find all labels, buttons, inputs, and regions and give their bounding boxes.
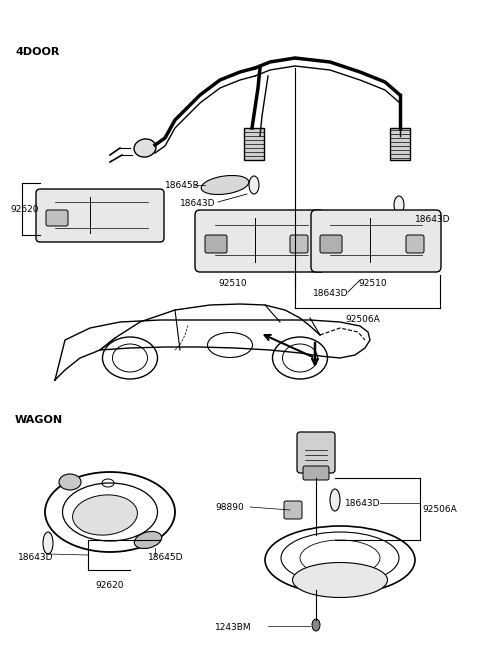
FancyBboxPatch shape xyxy=(297,432,335,473)
Text: 92506A: 92506A xyxy=(422,505,457,514)
Ellipse shape xyxy=(394,196,404,214)
Text: 18645D: 18645D xyxy=(148,553,183,562)
Ellipse shape xyxy=(201,175,249,194)
Ellipse shape xyxy=(72,495,137,535)
Text: 18643D: 18643D xyxy=(415,215,451,225)
Ellipse shape xyxy=(59,474,81,490)
Ellipse shape xyxy=(134,532,162,549)
Ellipse shape xyxy=(43,532,53,554)
Text: 4DOOR: 4DOOR xyxy=(15,47,60,57)
Text: WAGON: WAGON xyxy=(15,415,63,425)
Text: 98890: 98890 xyxy=(215,503,244,512)
Ellipse shape xyxy=(292,562,387,597)
Ellipse shape xyxy=(312,619,320,631)
FancyBboxPatch shape xyxy=(284,501,302,519)
Bar xyxy=(390,128,410,160)
Text: 18643D: 18643D xyxy=(18,553,53,562)
FancyBboxPatch shape xyxy=(205,235,227,253)
FancyBboxPatch shape xyxy=(311,210,441,272)
Text: 92506A: 92506A xyxy=(345,315,380,325)
FancyBboxPatch shape xyxy=(303,466,329,480)
FancyBboxPatch shape xyxy=(46,210,68,226)
Text: 92510: 92510 xyxy=(218,279,247,288)
FancyBboxPatch shape xyxy=(195,210,325,272)
FancyBboxPatch shape xyxy=(320,235,342,253)
Ellipse shape xyxy=(249,176,259,194)
Ellipse shape xyxy=(330,489,340,511)
Text: 92620: 92620 xyxy=(96,581,124,589)
Text: 18645B: 18645B xyxy=(165,181,200,189)
Ellipse shape xyxy=(134,139,156,157)
Text: 18643D: 18643D xyxy=(180,198,216,208)
Bar xyxy=(244,128,264,160)
Text: 92510: 92510 xyxy=(358,279,386,288)
Text: 18643D: 18643D xyxy=(345,499,381,507)
Text: 1243BM: 1243BM xyxy=(215,623,252,633)
Text: 18643D: 18643D xyxy=(313,288,348,298)
FancyBboxPatch shape xyxy=(406,235,424,253)
FancyBboxPatch shape xyxy=(290,235,308,253)
FancyBboxPatch shape xyxy=(36,189,164,242)
Text: 92620: 92620 xyxy=(10,204,38,214)
